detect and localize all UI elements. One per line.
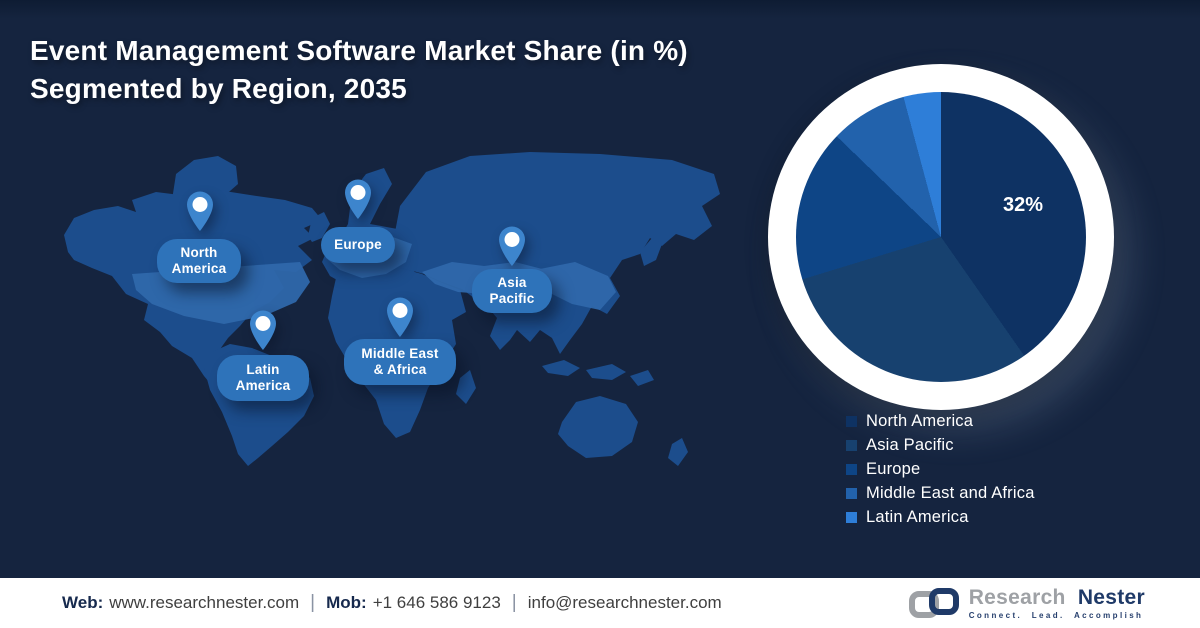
region-label-asia-pacific: Asia Pacific bbox=[472, 269, 552, 313]
location-pin-icon bbox=[387, 297, 413, 337]
legend-label: Europe bbox=[866, 460, 921, 478]
location-pin-icon bbox=[345, 179, 371, 219]
pin-asia-pacific bbox=[497, 225, 527, 267]
mob-label: Mob: bbox=[326, 593, 367, 612]
pin-north-america bbox=[185, 190, 215, 232]
map-australia bbox=[558, 396, 638, 458]
legend-marker-icon bbox=[846, 512, 857, 523]
logo-tagline: Connect. Lead. Accomplish bbox=[968, 610, 1144, 620]
region-label-middle-east-africa: Middle East & Africa bbox=[344, 339, 456, 385]
map-highlight-china bbox=[535, 262, 616, 310]
divider: | bbox=[511, 592, 517, 613]
chain-links-icon bbox=[908, 587, 960, 619]
world-map-area: North America Europe Asia Pacific Middle… bbox=[60, 140, 740, 480]
research-nester-logo: Research Nester Connect. Lead. Accomplis… bbox=[908, 578, 1145, 628]
legend-marker-icon bbox=[846, 440, 857, 451]
location-pin-icon bbox=[187, 191, 213, 231]
region-label-north-america: North America bbox=[157, 239, 241, 283]
legend-item-europe: Europe bbox=[846, 460, 1035, 479]
legend-item-north-america: North America bbox=[846, 412, 1035, 431]
phone-number: +1 646 586 9123 bbox=[372, 593, 501, 612]
pin-middle-east-africa bbox=[385, 296, 415, 338]
website-url: www.researchnester.com bbox=[109, 593, 300, 612]
pin-europe bbox=[343, 178, 373, 220]
logo-text: Research Nester Connect. Lead. Accomplis… bbox=[969, 587, 1145, 620]
map-madagascar bbox=[456, 370, 476, 404]
logo-name: Research Nester bbox=[969, 587, 1145, 608]
page-title: Event Management Software Market Share (… bbox=[30, 32, 860, 107]
email-address: info@researchnester.com bbox=[527, 593, 722, 612]
legend-item-asia-pacific: Asia Pacific bbox=[846, 436, 1035, 455]
legend-label: Asia Pacific bbox=[866, 436, 954, 454]
title-line-1: Event Management Software Market Share (… bbox=[30, 35, 688, 66]
web-label: Web: bbox=[62, 593, 104, 612]
location-pin-icon bbox=[499, 226, 525, 266]
pie-chart-ring: 32% bbox=[768, 64, 1114, 410]
location-pin-icon bbox=[250, 310, 276, 350]
divider: | bbox=[310, 592, 316, 613]
contact-info: Web: www.researchnester.com | Mob: +1 64… bbox=[62, 578, 722, 628]
legend-item-middle-east-africa: Middle East and Africa bbox=[846, 484, 1035, 503]
map-uk bbox=[308, 212, 330, 242]
pin-latin-america bbox=[248, 309, 278, 351]
legend-label: North America bbox=[866, 412, 974, 430]
map-asia bbox=[392, 152, 720, 354]
legend-label: Middle East and Africa bbox=[866, 484, 1035, 502]
legend-marker-icon bbox=[846, 488, 857, 499]
legend-label: Latin America bbox=[866, 508, 969, 526]
region-label-europe: Europe bbox=[321, 227, 395, 263]
pie-legend: North America Asia Pacific Europe Middle… bbox=[846, 412, 1035, 527]
logo-name-research: Research bbox=[968, 585, 1066, 609]
pie bbox=[796, 92, 1086, 382]
map-japan bbox=[640, 238, 662, 266]
legend-marker-icon bbox=[846, 416, 857, 427]
map-indonesia bbox=[542, 360, 654, 386]
region-label-latin-america: Latin America bbox=[217, 355, 309, 401]
legend-item-latin-america: Latin America bbox=[846, 508, 1035, 527]
footer-bar: Web: www.researchnester.com | Mob: +1 64… bbox=[0, 578, 1200, 628]
legend-marker-icon bbox=[846, 464, 857, 475]
map-new-zealand bbox=[668, 438, 688, 466]
title-line-2: Segmented by Region, 2035 bbox=[30, 72, 407, 104]
pie-data-label: 32% bbox=[1002, 194, 1044, 216]
logo-name-nester: Nester bbox=[1077, 585, 1145, 609]
